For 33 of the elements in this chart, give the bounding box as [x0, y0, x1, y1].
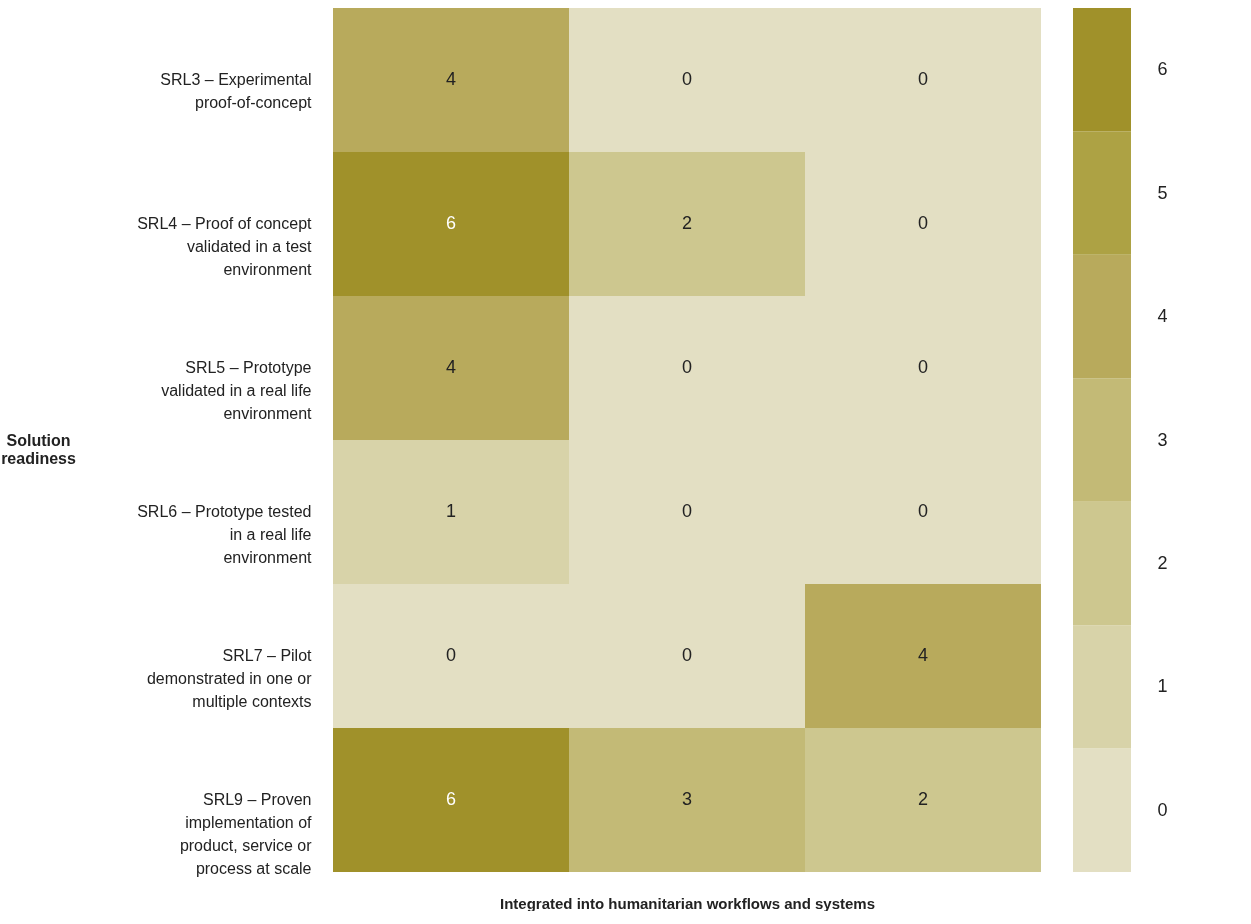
color-bar-label: 6 [1157, 59, 1168, 80]
data-label: 2 [917, 789, 929, 809]
data-label: 4 [445, 357, 457, 377]
data-label: 0 [681, 645, 693, 665]
data-label: 6 [445, 213, 457, 233]
data-label: 4 [917, 645, 929, 665]
data-label: 1 [445, 501, 457, 521]
y-tick-label: SRL9 – Proven implementation of product, service or process at scale [179, 791, 313, 877]
data-label: 0 [917, 69, 929, 89]
y-tick-label: SRL6 – Prototype tested in a real life environment [137, 503, 313, 566]
color-bar-label: 5 [1157, 182, 1168, 203]
y-tick-label: SRL5 – Prototype validated in a real life environment [161, 359, 313, 422]
data-label: 0 [917, 357, 929, 377]
data-label: 6 [445, 789, 457, 809]
x-axis-title: Integrated into humanitarian workflows and systems [499, 894, 876, 912]
color-bar-label: 2 [1157, 552, 1168, 573]
data-label: 0 [917, 213, 929, 233]
data-label: 3 [681, 789, 693, 809]
data-label: 0 [917, 501, 929, 521]
color-bar-label: 1 [1157, 676, 1168, 697]
color-bar-label: 4 [1157, 306, 1168, 327]
data-label: 2 [681, 213, 693, 233]
y-tick-label: SRL7 – Pilot demonstrated in one or multiple contexts [146, 647, 313, 710]
color-bar-label: 3 [1157, 429, 1168, 450]
data-label: 0 [445, 645, 457, 665]
y-axis-title: Solution readiness [1, 431, 76, 467]
y-tick-label: SRL3 – Experimental proof-of-concept [160, 71, 313, 111]
data-label: 0 [681, 357, 693, 377]
data-label: 0 [681, 69, 693, 89]
data-label: 4 [445, 69, 457, 89]
data-label: 0 [681, 501, 693, 521]
color-bar-label: 0 [1157, 799, 1168, 820]
y-tick-label: SRL4 – Proof of concept validated in a test environment [137, 215, 313, 278]
